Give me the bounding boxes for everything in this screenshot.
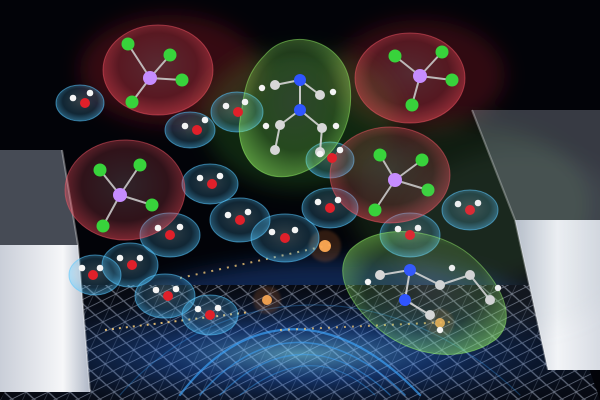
organic-top bbox=[238, 38, 352, 178]
pf6-top-right bbox=[354, 32, 466, 124]
pf6-top-left bbox=[102, 24, 214, 116]
pf6-mid-left bbox=[64, 139, 186, 241]
right-haze bbox=[400, 150, 600, 330]
pf6-clusters bbox=[64, 24, 466, 241]
molecules bbox=[55, 24, 507, 355]
